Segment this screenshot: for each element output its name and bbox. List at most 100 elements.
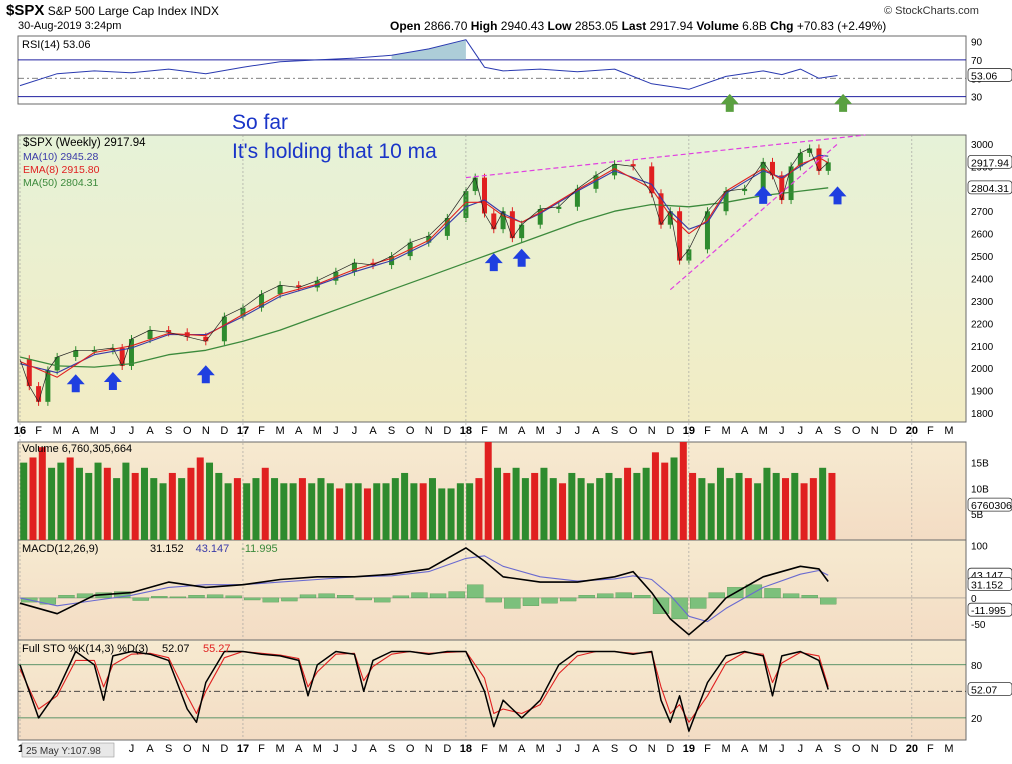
- volume-bar: [75, 467, 83, 540]
- macd-histogram-bar: [615, 592, 632, 599]
- time-label-4: M: [90, 425, 99, 437]
- price-bar: [658, 193, 664, 225]
- price-bar: [788, 166, 794, 201]
- cursor-readout: 25 May Y:107.98: [26, 746, 101, 757]
- price-bar: [203, 336, 209, 342]
- price-bar: [482, 177, 487, 214]
- time-label-29: J: [556, 425, 562, 437]
- price-tag-0-box: [967, 154, 1012, 169]
- bottom-time-label-30: 19: [683, 743, 695, 755]
- sto-title: Full STO %K(14,3) %D(3): [22, 643, 148, 655]
- volume-bar: [735, 472, 743, 540]
- macd-histogram-bar: [690, 597, 707, 609]
- volume-bar: [754, 483, 762, 540]
- bottom-time-label-0: J: [129, 743, 135, 755]
- bottom-time-label-22: M: [536, 743, 545, 755]
- time-label-7: A: [146, 425, 154, 437]
- volume-bar: [224, 483, 232, 540]
- volume-bar: [642, 467, 650, 540]
- price-bar: [797, 152, 803, 167]
- price-bar: [816, 148, 822, 171]
- price-bar: [519, 224, 525, 239]
- rsi-line: [19, 39, 838, 90]
- macd-title-value-0: 31.152: [150, 543, 184, 555]
- sto-k-line: [19, 650, 829, 732]
- volume-bar: [800, 483, 808, 540]
- ohlc-readout: Open 2866.70 High 2940.43 Low 2853.05 La…: [390, 19, 886, 33]
- macd-histogram-bar: [801, 595, 818, 599]
- price-legend-2: MA(50) 2804.31: [23, 177, 98, 189]
- bottom-time-label-34: M: [759, 743, 768, 755]
- macd-title-value-2: -11.995: [241, 543, 278, 555]
- sto-current-tag: 52.07: [971, 684, 997, 696]
- bottom-time-label-19: F: [481, 743, 488, 755]
- time-label-30: J: [575, 425, 581, 437]
- last-label: Last: [621, 19, 647, 33]
- volume-bar: [819, 467, 827, 540]
- volume-bar: [289, 483, 297, 540]
- price-bar: [686, 249, 692, 261]
- price-bar: [166, 330, 172, 333]
- low-label: Low: [547, 19, 572, 33]
- volume-bar: [140, 467, 148, 540]
- macd-histogram-bar: [374, 597, 391, 603]
- bottom-time-label-18: 18: [460, 743, 472, 755]
- chg-label: Chg: [770, 19, 794, 33]
- volume-bar: [698, 478, 706, 540]
- volume-bar: [298, 478, 306, 540]
- volume-bar: [48, 467, 56, 540]
- time-label-32: S: [611, 425, 618, 437]
- volume-bar: [540, 467, 548, 540]
- price-bar: [509, 211, 515, 239]
- bottom-time-label-28: N: [648, 743, 656, 755]
- macd-histogram-bar: [467, 584, 484, 599]
- bottom-time-label-38: S: [834, 743, 841, 755]
- macd-histogram-bar: [708, 592, 725, 599]
- volume-bar: [828, 472, 836, 540]
- brand-label[interactable]: © StockCharts.com: [884, 5, 979, 17]
- exchange-label: INDX: [190, 4, 219, 18]
- low-value: 2853.05: [574, 19, 619, 33]
- chg-value: +70.83 (+2.49%): [796, 19, 887, 33]
- time-label-6: J: [129, 425, 135, 437]
- price-tag-1: 2804.31: [971, 183, 1009, 195]
- price-tick-11: 1900: [971, 387, 994, 398]
- volume-tick-1: 10B: [971, 484, 989, 495]
- macd-tick-3: -50: [971, 620, 986, 631]
- close-line: [19, 148, 829, 403]
- volume-title: Volume 6,760,305,664: [22, 443, 132, 455]
- price-bar: [825, 162, 831, 171]
- volume-bar: [716, 467, 724, 540]
- volume-bar: [633, 472, 641, 540]
- price-bar: [537, 208, 543, 225]
- volume-bar: [168, 472, 176, 540]
- time-label-10: N: [202, 425, 210, 437]
- time-label-17: J: [333, 425, 339, 437]
- volume-bar: [410, 483, 418, 540]
- bottom-time-label-11: J: [333, 743, 339, 755]
- volume-bar: [624, 467, 632, 540]
- price-tick-8: 2200: [971, 319, 994, 330]
- time-label-49: F: [927, 425, 934, 437]
- volume-bar: [308, 483, 316, 540]
- price-legend-1: EMA(8) 2915.80: [23, 164, 100, 176]
- volume-bar: [131, 472, 139, 540]
- bottom-time-label-26: S: [611, 743, 618, 755]
- volume-bar: [503, 472, 511, 540]
- macd-histogram-bar: [58, 595, 75, 599]
- price-bar: [769, 161, 775, 176]
- bottom-time-label-15: O: [406, 743, 415, 755]
- price-bar: [807, 148, 813, 153]
- volume-bar: [447, 488, 455, 540]
- time-label-5: J: [110, 425, 116, 437]
- bottom-time-label-23: J: [556, 743, 562, 755]
- time-label-1: F: [35, 425, 42, 437]
- open-label: Open: [390, 19, 421, 33]
- support-arrow-5: [754, 185, 773, 204]
- macd-histogram-bar: [522, 597, 540, 606]
- bottom-time-label-21: A: [518, 743, 526, 755]
- volume-bar: [809, 478, 817, 540]
- volume-bar: [438, 488, 446, 540]
- macd-histogram-bar: [411, 592, 428, 599]
